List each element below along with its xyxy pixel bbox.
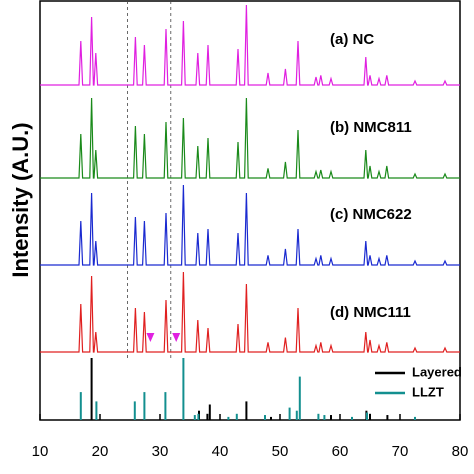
x-tick-label: 70 bbox=[392, 443, 409, 460]
series-label: (d) NMC111 bbox=[330, 304, 411, 321]
x-tick-label: 20 bbox=[92, 443, 109, 460]
series-label: (c) NMC622 bbox=[330, 206, 412, 223]
series-label: (b) NMC811 bbox=[330, 119, 412, 136]
pattern-line bbox=[40, 184, 460, 266]
x-tick-label: 60 bbox=[332, 443, 349, 460]
impurity-marker bbox=[172, 333, 181, 342]
y-axis-label: Intensity (A.U.) bbox=[8, 122, 33, 277]
impurity-marker bbox=[146, 333, 155, 342]
legend-label: Layered bbox=[412, 364, 462, 379]
x-tick-label: 80 bbox=[452, 443, 469, 460]
pattern-line bbox=[40, 97, 460, 179]
pattern-line bbox=[40, 271, 460, 353]
legend-label: LLZT bbox=[412, 384, 444, 399]
pattern-line bbox=[40, 4, 460, 86]
x-tick-label: 30 bbox=[152, 443, 169, 460]
x-tick-label: 40 bbox=[212, 443, 229, 460]
x-tick-label: 50 bbox=[272, 443, 289, 460]
x-tick-label: 10 bbox=[32, 443, 49, 460]
series-label: (a) NC bbox=[330, 31, 374, 48]
plot-frame bbox=[39, 0, 461, 421]
